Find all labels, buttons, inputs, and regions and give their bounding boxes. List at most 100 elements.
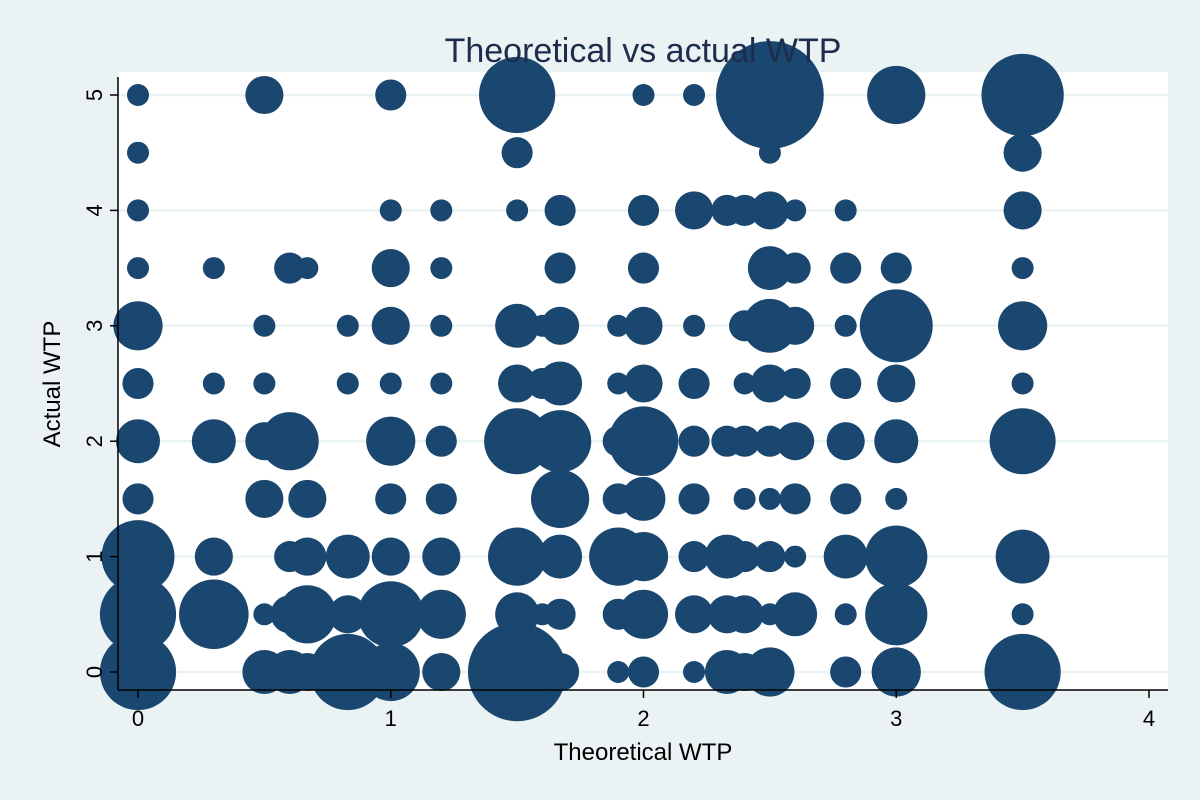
bubble-point xyxy=(754,425,786,457)
bubble-point xyxy=(830,483,862,515)
bubble-point xyxy=(678,483,710,515)
bubble-point xyxy=(830,656,862,688)
y-tick-label: 2 xyxy=(82,435,107,447)
bubble-point xyxy=(1011,257,1034,280)
y-tick-label: 0 xyxy=(82,666,107,678)
bubble-point xyxy=(127,257,149,280)
bubble-point xyxy=(99,633,177,711)
bubble-point xyxy=(422,652,461,692)
bubble-point xyxy=(116,419,160,464)
bubble-point xyxy=(880,252,912,284)
bubble-point xyxy=(336,372,359,395)
bubble-point xyxy=(784,545,807,568)
bubble-point xyxy=(981,53,1064,137)
bubble-point xyxy=(627,194,660,226)
y-tick-label: 5 xyxy=(82,89,107,101)
bubble-point xyxy=(425,425,457,457)
bubble-point xyxy=(1003,133,1042,172)
bubble-point xyxy=(538,534,583,579)
bubble-point xyxy=(328,595,367,634)
bubble-point xyxy=(245,422,284,461)
bubble-point xyxy=(526,367,558,400)
bubble-point xyxy=(531,84,554,106)
bubble-point xyxy=(779,252,811,284)
bubble-point xyxy=(498,364,537,403)
bubble-point xyxy=(191,419,236,464)
bubble-point xyxy=(859,289,933,363)
bubble-point xyxy=(618,532,669,582)
bubble-point xyxy=(479,56,556,134)
bubble-point xyxy=(253,372,276,395)
bubble-point xyxy=(366,416,416,466)
bubble-point xyxy=(733,487,756,510)
bubble-point xyxy=(607,314,630,337)
bubble-point xyxy=(632,84,655,106)
bubble-point xyxy=(541,652,580,692)
bubble-point xyxy=(467,622,567,722)
bubble-point xyxy=(194,537,233,576)
y-axis-title: Actual WTP xyxy=(39,321,66,448)
bubble-point xyxy=(747,246,792,291)
bubble-point xyxy=(867,65,926,125)
bubble-point xyxy=(830,367,862,400)
bubble-point xyxy=(501,137,533,169)
bubble-point xyxy=(523,422,562,461)
bubble-point xyxy=(325,534,370,579)
bubble-point xyxy=(379,372,402,395)
bubble-point xyxy=(750,364,789,403)
bubble-point xyxy=(296,257,319,280)
bubble-point xyxy=(674,595,714,634)
bubble-point xyxy=(245,75,284,115)
bubble-point xyxy=(678,367,710,400)
bubble-point xyxy=(624,306,663,345)
bubble-point xyxy=(779,367,811,400)
bubble-point xyxy=(127,199,149,222)
bubble-point xyxy=(877,364,916,403)
bubble-point xyxy=(506,199,529,222)
bubble-point xyxy=(750,191,789,230)
bubble-point xyxy=(683,661,706,683)
bubble-point xyxy=(865,525,928,588)
x-ticks: 0 1 2 3 4 xyxy=(132,690,1155,731)
bubble-point xyxy=(288,479,327,518)
bubble-point xyxy=(733,372,756,395)
bubble-point xyxy=(253,603,276,626)
bubble-point xyxy=(678,425,710,457)
bubble-point xyxy=(544,598,576,630)
x-axis-title: Theoretical WTP xyxy=(554,739,733,766)
bubble-point xyxy=(874,419,919,464)
bubble-point xyxy=(488,527,547,586)
bubble-point xyxy=(99,576,177,653)
bubble-point xyxy=(1011,372,1034,395)
bubble-point xyxy=(608,406,679,476)
bubble-point xyxy=(1003,191,1042,230)
y-tick-label: 4 xyxy=(82,204,107,216)
bubble-point xyxy=(430,372,453,395)
bubble-point xyxy=(127,141,149,164)
bubble-point xyxy=(179,579,249,650)
bubble-point xyxy=(729,310,761,342)
bubble-point xyxy=(729,425,761,457)
x-tick-label: 4 xyxy=(1143,706,1155,731)
bubble-point xyxy=(602,598,634,630)
bubble-point xyxy=(776,306,815,345)
bubble-point xyxy=(113,301,163,351)
x-tick-label: 2 xyxy=(637,706,649,731)
bubble-point xyxy=(531,603,554,626)
bubble-point xyxy=(715,41,824,149)
bubble-point xyxy=(683,314,706,337)
bubble-point xyxy=(674,191,714,230)
bubble-point xyxy=(361,642,420,702)
bubble-point xyxy=(834,199,857,222)
bubble-point xyxy=(871,647,921,697)
bubble-point xyxy=(989,408,1056,475)
y-tick-label: 1 xyxy=(82,550,107,562)
bubble-point xyxy=(602,483,634,515)
bubble-point xyxy=(618,589,669,639)
bubble-point xyxy=(379,199,402,222)
bubble-point xyxy=(729,541,761,573)
bubbles xyxy=(99,41,1064,722)
x-tick-label: 3 xyxy=(890,706,902,731)
bubble-point xyxy=(495,592,540,637)
bubble-point xyxy=(602,425,634,457)
